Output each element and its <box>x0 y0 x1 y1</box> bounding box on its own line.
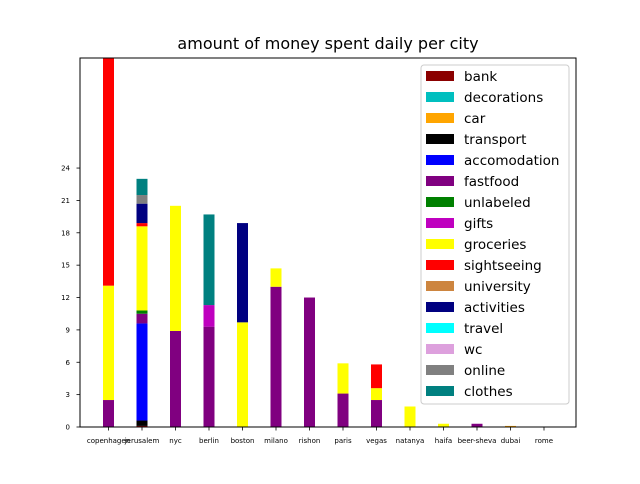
y-tick-label: 6 <box>66 359 71 367</box>
x-tick-label-rishon: rishon <box>299 437 321 445</box>
legend-label-clothes: clothes <box>464 384 513 400</box>
x-tick-label-copenhagen: copenhagen <box>87 437 130 445</box>
bar-segment-car-dubai <box>505 425 516 427</box>
legend-label-decorations: decorations <box>464 90 543 106</box>
bar-segment-fastfood-milano <box>270 286 282 427</box>
bar-segment-sightseeing-copenhagen <box>103 58 114 286</box>
y-tick-label: 18 <box>61 229 70 237</box>
legend-swatch-bank <box>426 71 454 81</box>
bar-segment-groceries-jerusalem <box>136 226 148 311</box>
legend-label-travel: travel <box>464 321 503 337</box>
legend-label-activities: activities <box>464 300 525 316</box>
legend-swatch-sightseeing <box>426 260 454 270</box>
legend-swatch-accomodation <box>426 155 454 165</box>
x-tick-label-rome: rome <box>535 437 553 445</box>
x-tick-label-haifa: haifa <box>435 437 452 445</box>
bar-segment-clothes-jerusalem <box>136 178 148 196</box>
bar-segment-gifts-berlin <box>203 305 215 327</box>
bars-group <box>103 58 516 427</box>
x-tick-label-milano: milano <box>264 437 288 445</box>
bar-segment-sightseeing-jerusalem <box>136 223 148 227</box>
bar-segment-groceries-milano <box>270 268 282 287</box>
bar-segment-groceries-natanya <box>404 406 416 427</box>
legend-label-accomodation: accomodation <box>464 153 560 169</box>
legend-swatch-travel <box>426 323 454 333</box>
bar-segment-groceries-nyc <box>170 205 181 331</box>
legend-swatch-groceries <box>426 239 454 249</box>
legend-label-car: car <box>464 111 486 127</box>
x-tick-label-beer-sheva: beer-sheva <box>458 437 497 445</box>
bar-segment-fastfood-nyc <box>170 330 181 427</box>
legend-swatch-university <box>426 281 454 291</box>
legend-label-unlabeled: unlabeled <box>464 195 531 211</box>
x-tick-label-boston: boston <box>231 437 255 445</box>
x-tick-label-berlin: berlin <box>199 437 219 445</box>
bar-segment-accomodation-jerusalem <box>136 323 148 421</box>
bar-segment-fastfood-berlin <box>203 326 215 427</box>
legend-swatch-unlabeled <box>426 197 454 207</box>
legend-swatch-transport <box>426 134 454 144</box>
bar-segment-fastfood-copenhagen <box>103 400 114 427</box>
legend-label-transport: transport <box>464 132 526 148</box>
bar-segment-groceries-vegas <box>371 388 382 401</box>
bar-segment-transport-jerusalem <box>136 420 148 426</box>
bar-segment-online-jerusalem <box>136 195 148 204</box>
legend-label-gifts: gifts <box>464 216 493 232</box>
x-tick-label-natanya: natanya <box>396 437 425 445</box>
bar-segment-groceries-boston <box>237 322 248 427</box>
bar-segment-groceries-copenhagen <box>103 285 114 401</box>
bar-segment-activities-jerusalem <box>136 203 148 224</box>
bar-segment-groceries-paris <box>337 363 349 394</box>
x-tick-label-nyc: nyc <box>169 437 182 445</box>
bar-segment-fastfood-paris <box>337 393 349 427</box>
y-tick-label: 0 <box>66 424 70 432</box>
y-tick-label: 3 <box>66 391 70 399</box>
bar-segment-activities-boston <box>237 223 248 323</box>
bar-segment-bank-jerusalem <box>136 425 148 427</box>
legend-label-university: university <box>464 279 531 295</box>
legend-swatch-activities <box>426 302 454 312</box>
legend-label-bank: bank <box>464 69 497 85</box>
bar-segment-sightseeing-vegas <box>371 364 382 389</box>
legend-swatch-decorations <box>426 92 454 102</box>
bar-segment-fastfood-vegas <box>371 400 382 427</box>
y-axis: 0 3 6 9 12 15 18 21 24 <box>61 165 80 432</box>
bar-segment-unlabeled-jerusalem <box>136 310 148 314</box>
legend-swatch-wc <box>426 344 454 354</box>
legend-swatch-gifts <box>426 218 454 228</box>
legend-label-online: online <box>464 363 505 379</box>
legend-label-wc: wc <box>464 342 482 358</box>
legend-swatch-online <box>426 365 454 375</box>
bar-segment-clothes-berlin <box>203 214 215 306</box>
legend: bank decorations car transport accomodation f… <box>420 64 570 405</box>
bar-segment-fastfood-jerusalem <box>136 313 148 324</box>
x-tick-label-jerusalem: jerusalem <box>124 437 160 445</box>
legend-label-sightseeing: sightseeing <box>464 258 542 274</box>
legend-label-fastfood: fastfood <box>464 174 519 190</box>
bar-segment-fastfood-beer-sheva <box>471 423 483 427</box>
y-tick-label: 24 <box>61 165 70 173</box>
x-tick-label-dubai: dubai <box>501 437 521 445</box>
y-tick-label: 9 <box>66 326 70 334</box>
legend-box <box>420 64 570 405</box>
legend-swatch-clothes <box>426 386 454 396</box>
bar-segment-fastfood-rishon <box>304 297 315 427</box>
x-tick-label-paris: paris <box>334 437 352 445</box>
legend-swatch-fastfood <box>426 176 454 186</box>
y-tick-label: 15 <box>61 262 70 270</box>
legend-label-groceries: groceries <box>464 237 526 253</box>
chart-title: amount of money spent daily per city <box>177 34 478 53</box>
y-tick-label: 12 <box>61 294 70 302</box>
plot-frame <box>79 57 577 428</box>
bar-segment-groceries-haifa <box>438 423 449 427</box>
legend-swatch-car <box>426 113 454 123</box>
x-tick-label-vegas: vegas <box>366 437 387 445</box>
y-tick-label: 21 <box>61 197 70 205</box>
